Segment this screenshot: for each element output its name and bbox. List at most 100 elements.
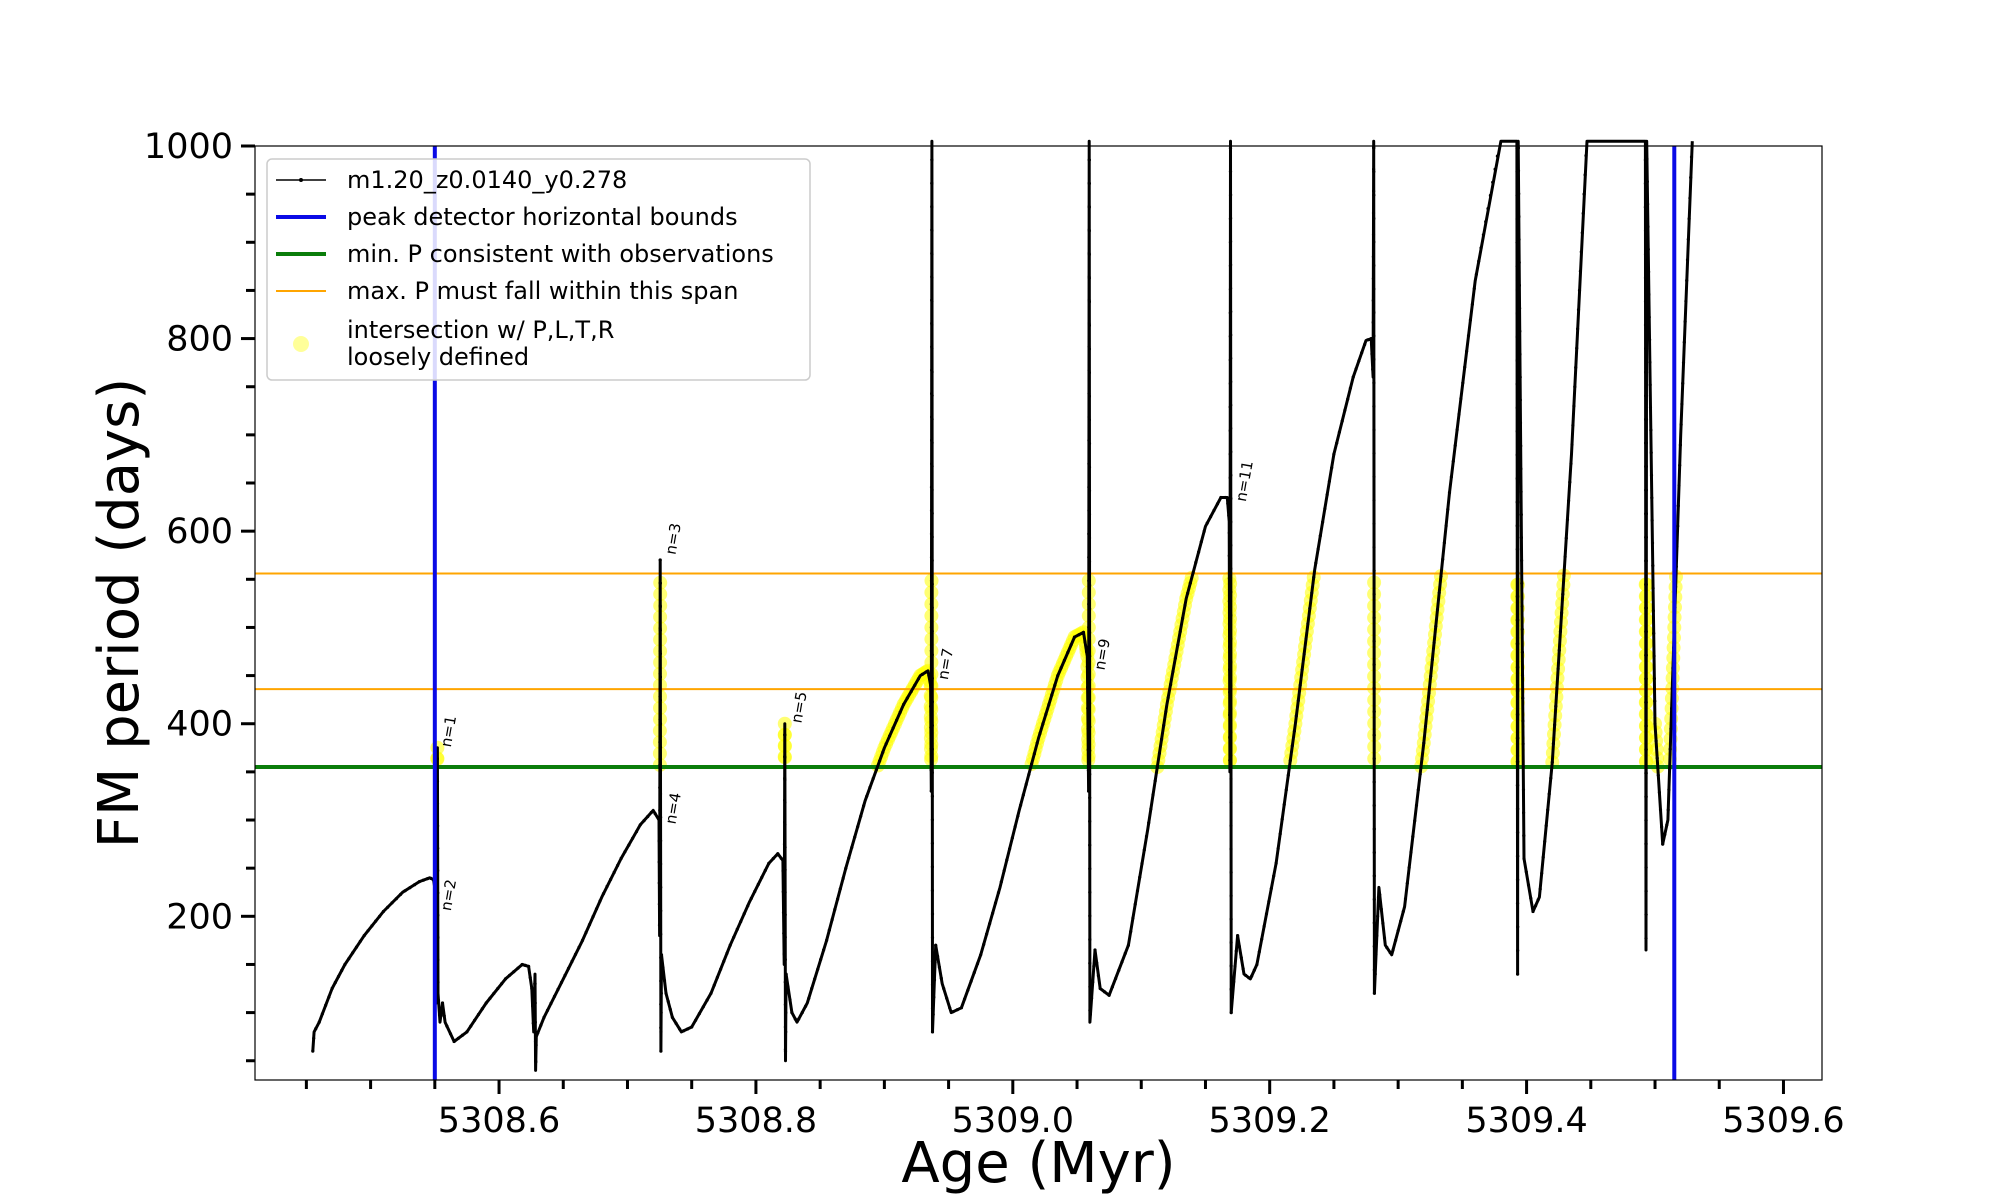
data-point [408, 886, 412, 890]
data-point [822, 948, 826, 952]
data-point [1290, 744, 1294, 748]
data-point [1300, 668, 1304, 672]
data-point [1516, 241, 1520, 245]
data-point [972, 970, 976, 975]
data-point [1556, 667, 1560, 671]
data-point [1120, 960, 1124, 964]
data-point [1372, 827, 1376, 831]
data-point [1491, 180, 1495, 184]
data-point [753, 889, 757, 894]
data-point [1564, 536, 1568, 540]
data-point [1576, 308, 1581, 312]
data-point [1516, 736, 1520, 740]
data-point [1087, 625, 1091, 630]
data-point [930, 323, 934, 327]
data-point [929, 532, 934, 536]
data-point [1227, 531, 1231, 535]
data-point [1442, 541, 1446, 545]
data-point [657, 902, 662, 906]
data-point [1379, 907, 1383, 911]
data-point [374, 919, 378, 923]
data-point [1292, 729, 1296, 733]
data-point [1372, 616, 1376, 620]
data-point [1518, 306, 1522, 310]
data-point [1229, 216, 1233, 220]
data-point [1183, 603, 1187, 607]
data-point [1563, 555, 1567, 559]
data-point [545, 1008, 550, 1013]
data-point [874, 768, 878, 772]
data-point [386, 905, 390, 909]
data-point [533, 1039, 538, 1044]
data-point [1087, 696, 1091, 700]
data-point [1340, 419, 1344, 423]
data-point [1474, 272, 1478, 276]
data-point [1680, 402, 1684, 406]
data-point [1520, 650, 1524, 654]
data-point [1570, 442, 1574, 447]
data-point [1212, 508, 1216, 512]
data-point [426, 877, 430, 881]
data-point [1308, 606, 1312, 610]
data-point [1546, 808, 1550, 812]
data-point [746, 904, 750, 908]
data-point [1374, 953, 1378, 957]
data-point [1396, 929, 1400, 933]
data-point [1578, 269, 1582, 273]
data-point [1382, 936, 1387, 940]
data-point [1157, 751, 1162, 755]
data-point [783, 868, 787, 872]
data-point [1088, 890, 1092, 894]
data-point [661, 966, 665, 970]
data-point [1420, 757, 1424, 761]
data-point [1372, 216, 1376, 221]
data-point [1087, 418, 1091, 422]
data-point [1087, 158, 1091, 162]
data-point [807, 996, 811, 1000]
data-point [1660, 825, 1664, 829]
data-point [609, 877, 613, 882]
data-point [311, 1049, 315, 1053]
data-point [436, 891, 440, 895]
data-point [1434, 624, 1438, 628]
data-point [1644, 842, 1648, 846]
data-point [993, 901, 998, 905]
data-point [1644, 559, 1648, 563]
data-point [1571, 423, 1575, 427]
data-point [1653, 722, 1657, 726]
data-point [859, 814, 863, 818]
data-point [1416, 788, 1420, 792]
data-point [584, 930, 588, 935]
data-point [336, 974, 341, 979]
data-point [1229, 473, 1233, 477]
data-point [1178, 630, 1182, 634]
data-point [1027, 772, 1031, 776]
data-point [1521, 696, 1525, 700]
data-point [1553, 723, 1557, 727]
data-point [1516, 830, 1520, 835]
data-point [1385, 946, 1389, 950]
legend-marker [293, 336, 309, 352]
data-point [929, 602, 934, 606]
data-point [783, 980, 787, 984]
data-point [813, 977, 817, 981]
data-point [1516, 264, 1520, 268]
data-point [1088, 914, 1092, 918]
data-point [1644, 818, 1648, 822]
data-point [1541, 855, 1545, 860]
data-point [580, 938, 585, 943]
data-point [686, 1027, 690, 1031]
data-point [1558, 629, 1562, 634]
data-point [658, 675, 663, 679]
data-point [1555, 686, 1559, 690]
data-point [1668, 747, 1672, 751]
data-point [1461, 381, 1465, 385]
data-point [534, 1060, 538, 1064]
data-point [1053, 683, 1057, 687]
data-point [1516, 854, 1520, 858]
data-point [1372, 310, 1376, 315]
data-point [1133, 902, 1137, 907]
data-point [1493, 167, 1497, 171]
data-point [1098, 986, 1102, 991]
data-point [333, 980, 337, 985]
